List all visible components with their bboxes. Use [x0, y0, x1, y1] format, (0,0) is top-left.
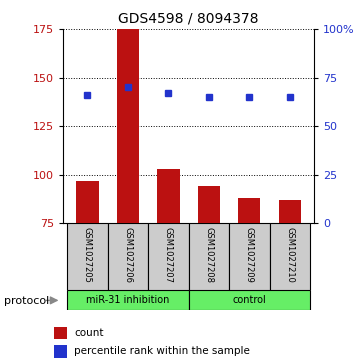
Bar	[67, 223, 108, 290]
Bar	[188, 223, 229, 290]
Text: control: control	[232, 295, 266, 305]
Bar	[53, 327, 67, 339]
Bar	[76, 180, 99, 223]
Bar	[279, 200, 301, 223]
Title: GDS4598 / 8094378: GDS4598 / 8094378	[118, 11, 259, 25]
Bar	[238, 198, 260, 223]
Text: GSM1027207: GSM1027207	[164, 227, 173, 283]
Text: GSM1027209: GSM1027209	[245, 227, 254, 282]
Text: GSM1027205: GSM1027205	[83, 227, 92, 282]
Text: count: count	[74, 328, 104, 338]
Bar	[270, 223, 310, 290]
Text: percentile rank within the sample: percentile rank within the sample	[74, 346, 250, 356]
Bar	[198, 186, 220, 223]
Text: GSM1027210: GSM1027210	[285, 227, 294, 282]
Text: miR-31 inhibition: miR-31 inhibition	[86, 295, 170, 305]
Bar	[229, 223, 270, 290]
Bar	[108, 223, 148, 290]
Bar	[157, 169, 179, 223]
Bar	[117, 29, 139, 223]
Bar	[148, 223, 188, 290]
Text: GSM1027208: GSM1027208	[204, 227, 213, 283]
Text: GSM1027206: GSM1027206	[123, 227, 132, 283]
Bar	[67, 290, 188, 310]
Bar	[188, 290, 310, 310]
Text: protocol: protocol	[4, 295, 49, 306]
Bar	[53, 345, 67, 358]
